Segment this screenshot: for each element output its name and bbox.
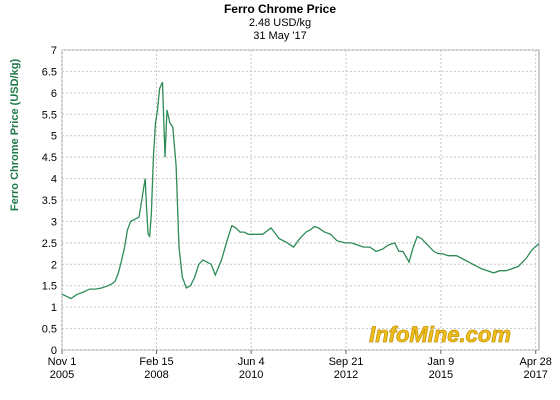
x-tick-year: 2015: [429, 369, 453, 381]
y-tick-label: 4: [51, 174, 57, 186]
x-tick-year: 2005: [50, 369, 74, 381]
x-tick-year: 2012: [334, 369, 358, 381]
y-tick-label: 3.5: [42, 195, 57, 207]
y-tick-label: 7: [51, 45, 57, 57]
y-axis-ticks: 00.511.522.533.544.555.566.57: [42, 45, 57, 357]
y-tick-label: 4.5: [42, 152, 57, 164]
x-tick-label: Apr 28: [519, 356, 551, 368]
y-axis-label: Ferro Chrome Price (USD/kg): [9, 59, 21, 212]
chart-title: Ferro Chrome Price: [224, 2, 336, 16]
y-tick-label: 1.5: [42, 281, 57, 293]
y-tick-label: 2: [51, 259, 57, 271]
infomine-watermark: InfoMine.com: [369, 322, 511, 347]
x-tick-label: Jan 9: [427, 356, 454, 368]
x-tick-year: 2010: [239, 369, 263, 381]
chart-current-price: 2.48 USD/kg: [249, 17, 311, 29]
y-tick-label: 5: [51, 131, 57, 143]
y-tick-label: 5.5: [42, 109, 57, 121]
x-tick-label: Jun 4: [238, 356, 265, 368]
chart-date: 31 May '17: [253, 30, 306, 42]
y-tick-label: 6: [51, 88, 57, 100]
y-tick-label: 3: [51, 216, 57, 228]
y-tick-label: 0.5: [42, 324, 57, 336]
x-tick-label: Sep 21: [329, 356, 364, 368]
y-tick-label: 1: [51, 302, 57, 314]
y-tick-label: 6.5: [42, 66, 57, 78]
x-tick-year: 2017: [523, 369, 547, 381]
x-tick-label: Nov 1: [48, 356, 77, 368]
y-tick-label: 2.5: [42, 238, 57, 250]
x-tick-label: Feb 15: [139, 356, 173, 368]
x-tick-year: 2008: [144, 369, 168, 381]
